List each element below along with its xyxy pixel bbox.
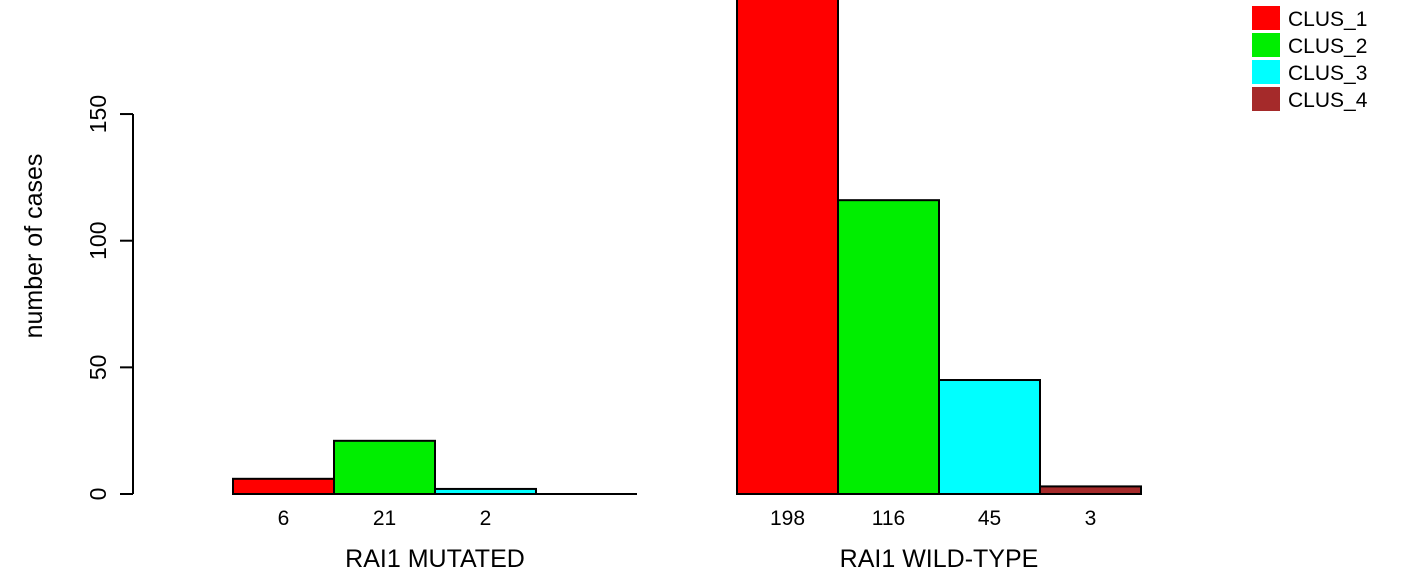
- bar-count-label: 2: [480, 507, 492, 530]
- legend-item: CLUS_3: [1252, 60, 1367, 85]
- group-label: RAI1 WILD-TYPE: [840, 545, 1039, 573]
- legend-swatch: [1252, 6, 1280, 30]
- bar-count-label: 116: [872, 507, 905, 530]
- y-tick-label: 150: [85, 95, 111, 133]
- legend-swatch: [1252, 33, 1280, 57]
- legend-item: CLUS_2: [1252, 33, 1367, 58]
- legend-swatch: [1252, 87, 1280, 111]
- group-label: RAI1 MUTATED: [345, 545, 525, 573]
- bar-count-label: 21: [373, 507, 396, 530]
- bar-clus-1: [736, 0, 839, 495]
- bar-count-label: 6: [278, 507, 290, 530]
- legend-label: CLUS_4: [1288, 89, 1368, 112]
- bar-clus-2: [333, 439, 436, 496]
- bars: 6 21 2 RAI1 MUTATED 198 116 45 3 RAI1 WILD-TYPE: [232, 0, 1142, 573]
- legend-item: CLUS_1: [1252, 6, 1367, 31]
- legend-swatch: [1252, 60, 1280, 84]
- bar-clus-3: [938, 379, 1041, 496]
- y-axis-label: number of cases: [20, 154, 48, 339]
- bar-group: 198 116 45 3 RAI1 WILD-TYPE: [736, 0, 1142, 573]
- legend-label: CLUS_2: [1288, 35, 1367, 58]
- bar-clus-3: [434, 487, 537, 495]
- y-axis: 0 50 100 150: [85, 95, 134, 501]
- legend-label: CLUS_1: [1288, 8, 1367, 31]
- bar-group: 6 21 2 RAI1 MUTATED: [232, 439, 637, 573]
- legend: CLUS_1 CLUS_2 CLUS_3 CLUS_4: [1252, 6, 1368, 112]
- bar-clus-4: [1039, 485, 1142, 496]
- legend-label: CLUS_3: [1288, 62, 1367, 85]
- y-tick-label: 0: [85, 488, 111, 501]
- bar-count-label: 198: [770, 507, 805, 530]
- legend-item: CLUS_4: [1252, 87, 1368, 112]
- bar-count-label: 3: [1085, 507, 1097, 530]
- y-tick-label: 50: [85, 355, 111, 381]
- bar-count-label: 45: [978, 507, 1001, 530]
- y-tick-label: 100: [85, 222, 111, 260]
- bar-clus-1: [232, 477, 335, 496]
- bar-clus-2: [837, 199, 940, 495]
